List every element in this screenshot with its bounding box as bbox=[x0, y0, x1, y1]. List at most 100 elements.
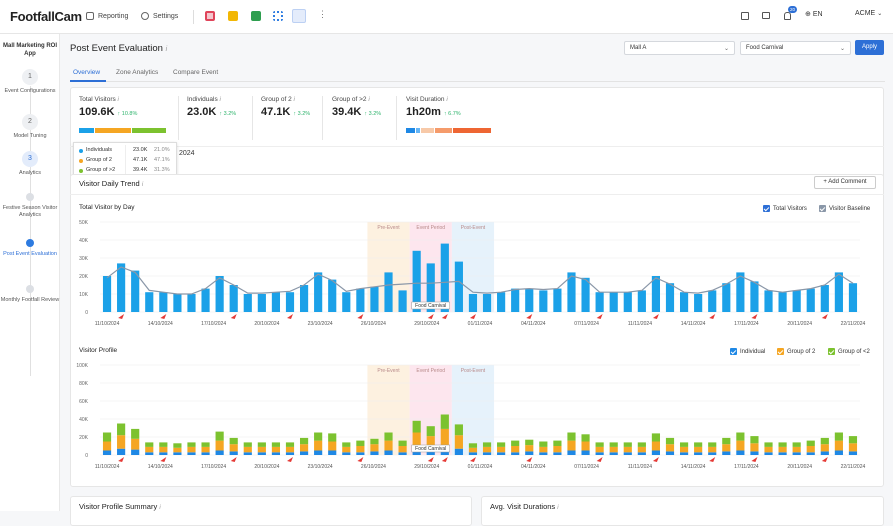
tooltip-dot bbox=[79, 159, 83, 163]
y-tick-label: 40K bbox=[79, 238, 89, 244]
more-icon[interactable]: ⋮ bbox=[318, 9, 327, 19]
tab-zone-analytics[interactable]: Zone Analytics bbox=[116, 69, 159, 76]
period-label: Post-Event bbox=[461, 368, 486, 374]
apply-button[interactable]: Apply bbox=[855, 40, 884, 55]
step-3[interactable]: 3 bbox=[22, 151, 38, 167]
stack-segment bbox=[243, 442, 252, 447]
tab-overview[interactable]: Overview bbox=[73, 69, 101, 76]
stack-segment bbox=[694, 442, 703, 447]
stack-segment bbox=[806, 446, 815, 453]
tooltip-label: Group of >2 bbox=[86, 167, 116, 173]
kpi-value: 39.4K bbox=[332, 106, 362, 118]
kpi-total-visitors[interactable]: Total Visitors i 109.6K ↑ 10.8% bbox=[79, 96, 138, 118]
stack-segment bbox=[708, 446, 717, 453]
account-menu[interactable]: ACME ⌄ bbox=[855, 10, 882, 17]
chat-icon[interactable] bbox=[762, 12, 770, 19]
stack-segment bbox=[454, 435, 463, 449]
language-selector[interactable]: ⊕ EN bbox=[805, 10, 823, 18]
visit-duration-title: Avg. Visit Durations i bbox=[490, 502, 559, 511]
stack-segment bbox=[553, 440, 562, 446]
main-content: Post Event Evaluation i Mall A ⌄ Food Car… bbox=[60, 34, 893, 526]
site-select[interactable]: Mall A ⌄ bbox=[624, 41, 735, 55]
nav-reporting[interactable]: Reporting bbox=[86, 12, 128, 20]
stack-segment bbox=[553, 446, 562, 453]
report-icon bbox=[86, 12, 94, 20]
step-1[interactable]: 1 bbox=[22, 69, 38, 85]
y-tick-label: 30K bbox=[79, 256, 89, 262]
tooltip-label: Individuals bbox=[86, 147, 112, 153]
stack-segment bbox=[201, 446, 210, 453]
x-tick-label: 07/11/2024 bbox=[574, 464, 599, 470]
sidebar-item-monthly[interactable]: Monthly Footfall Review bbox=[0, 297, 60, 303]
stack-segment bbox=[117, 435, 126, 449]
app-three-icon[interactable] bbox=[251, 11, 261, 21]
stack-segment bbox=[497, 442, 506, 447]
app-one-icon[interactable] bbox=[205, 11, 215, 21]
stack-segment bbox=[271, 442, 281, 447]
app-two-icon[interactable] bbox=[228, 11, 238, 21]
chart2-title: Visitor Profile bbox=[79, 347, 118, 354]
kpi-change: 6.7% bbox=[448, 111, 461, 117]
kpi-individuals[interactable]: Individuals i 23.0K ↑ 3.2% bbox=[187, 96, 237, 118]
checkbox-icon bbox=[828, 348, 835, 355]
tooltip-pct: 21.0% bbox=[154, 147, 170, 153]
layout-icon[interactable] bbox=[741, 12, 749, 20]
add-comment-button[interactable]: + Add Comment bbox=[814, 176, 876, 189]
legend-group2[interactable]: Group of 2 bbox=[777, 348, 815, 355]
stack-segment bbox=[567, 450, 576, 455]
stack-segment bbox=[131, 449, 140, 455]
kpi-change: 3.2% bbox=[368, 111, 382, 117]
sidebar-item-post-event[interactable]: Post Event Evaluation bbox=[3, 251, 57, 257]
x-tick-label: 26/10/2024 bbox=[361, 464, 386, 470]
kpi-visit-duration[interactable]: Visit Duration i 1h20m ↑ 6.7% bbox=[406, 96, 461, 118]
stack-segment bbox=[848, 443, 858, 452]
kpi-separator bbox=[396, 96, 397, 140]
bell-icon[interactable] bbox=[784, 12, 791, 20]
x-tick-label: 17/11/2024 bbox=[734, 464, 759, 470]
bar bbox=[834, 272, 843, 312]
stack-segment bbox=[609, 442, 618, 447]
stack-segment bbox=[497, 446, 506, 453]
app-four-icon[interactable] bbox=[273, 11, 283, 21]
step-2[interactable]: 2 bbox=[22, 114, 38, 130]
legend-total-visitors[interactable]: Total Visitors bbox=[763, 205, 807, 212]
step-1-label[interactable]: Event Configurations bbox=[4, 88, 56, 94]
checkbox-icon bbox=[819, 205, 826, 212]
duration-bar-4 bbox=[435, 128, 452, 133]
stack-segment bbox=[342, 446, 351, 453]
stack-segment bbox=[539, 446, 548, 453]
stack-segment bbox=[426, 426, 435, 437]
stack-segment bbox=[665, 437, 675, 445]
nav-settings[interactable]: Settings bbox=[141, 12, 178, 20]
comment-marker-icon bbox=[357, 314, 364, 319]
x-tick-label: 22/11/2024 bbox=[841, 321, 866, 327]
legend-group3[interactable]: Group of <2 bbox=[828, 348, 870, 355]
kpi-group2[interactable]: Group of 2 i 47.1K ↑ 3.2% bbox=[261, 96, 311, 118]
stack-segment bbox=[342, 442, 351, 447]
step-3-label[interactable]: Analytics bbox=[18, 170, 41, 176]
legend-baseline[interactable]: Visitor Baseline bbox=[819, 205, 870, 212]
event-select[interactable]: Food Carnival ⌄ bbox=[740, 41, 851, 55]
checkbox-icon bbox=[763, 205, 770, 212]
brand-logo[interactable]: FootfallCam bbox=[10, 9, 82, 24]
tooltip-label: Group of 2 bbox=[86, 157, 112, 163]
stack-segment bbox=[398, 440, 407, 446]
bar bbox=[482, 294, 492, 312]
sidebar-item-festive[interactable]: Festive Season Visitor Analytics bbox=[2, 205, 58, 218]
bar bbox=[623, 292, 632, 312]
app-five-icon[interactable] bbox=[292, 9, 306, 23]
legend-label: Group of <2 bbox=[838, 348, 870, 355]
legend-individual[interactable]: Individual bbox=[730, 348, 765, 355]
trend-title: Visitor Daily Trend i bbox=[79, 179, 144, 188]
tab-compare-event[interactable]: Compare Event bbox=[173, 69, 219, 76]
comment-marker-icon bbox=[751, 457, 758, 462]
info-icon[interactable]: i bbox=[165, 46, 168, 53]
stack-segment bbox=[497, 452, 506, 455]
bar bbox=[215, 276, 224, 312]
bar bbox=[806, 288, 815, 312]
step-2-label[interactable]: Model Tuning bbox=[13, 133, 47, 139]
kpi-group3[interactable]: Group of >2 i 39.4K ↑ 3.2% bbox=[332, 96, 382, 118]
stack-segment bbox=[102, 441, 112, 451]
kpi-label: Visit Duration bbox=[406, 96, 445, 103]
stack-segment bbox=[215, 450, 224, 455]
